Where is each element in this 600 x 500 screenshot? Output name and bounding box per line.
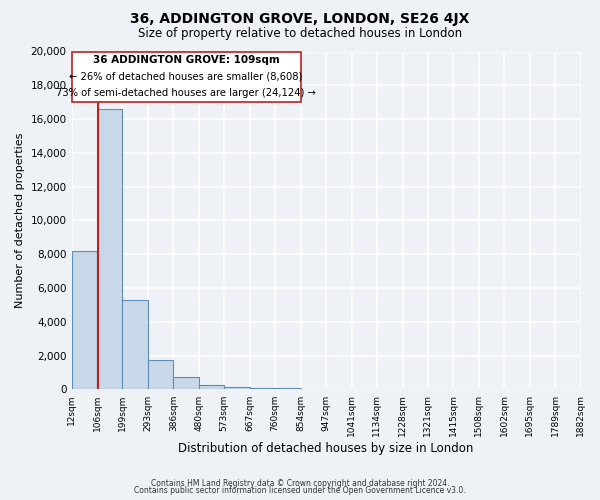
Text: 36, ADDINGTON GROVE, LONDON, SE26 4JX: 36, ADDINGTON GROVE, LONDON, SE26 4JX [130, 12, 470, 26]
Bar [122, 300, 148, 390]
Bar [199, 385, 224, 390]
Bar [173, 377, 199, 390]
X-axis label: Distribution of detached houses by size in London: Distribution of detached houses by size … [178, 442, 474, 455]
Text: Contains HM Land Registry data © Crown copyright and database right 2024.: Contains HM Land Registry data © Crown c… [151, 478, 449, 488]
Text: 36 ADDINGTON GROVE: 109sqm: 36 ADDINGTON GROVE: 109sqm [93, 55, 280, 65]
Bar [148, 360, 173, 390]
Y-axis label: Number of detached properties: Number of detached properties [15, 133, 25, 308]
Bar [71, 251, 97, 390]
Text: 73% of semi-detached houses are larger (24,124) →: 73% of semi-detached houses are larger (… [56, 88, 316, 98]
Bar [97, 109, 122, 390]
Text: ← 26% of detached houses are smaller (8,608): ← 26% of detached houses are smaller (8,… [70, 72, 303, 82]
Text: Contains public sector information licensed under the Open Government Licence v3: Contains public sector information licen… [134, 486, 466, 495]
Bar [250, 388, 275, 390]
Text: Size of property relative to detached houses in London: Size of property relative to detached ho… [138, 28, 462, 40]
FancyBboxPatch shape [71, 52, 301, 102]
Bar [224, 386, 250, 390]
Bar [275, 388, 301, 390]
